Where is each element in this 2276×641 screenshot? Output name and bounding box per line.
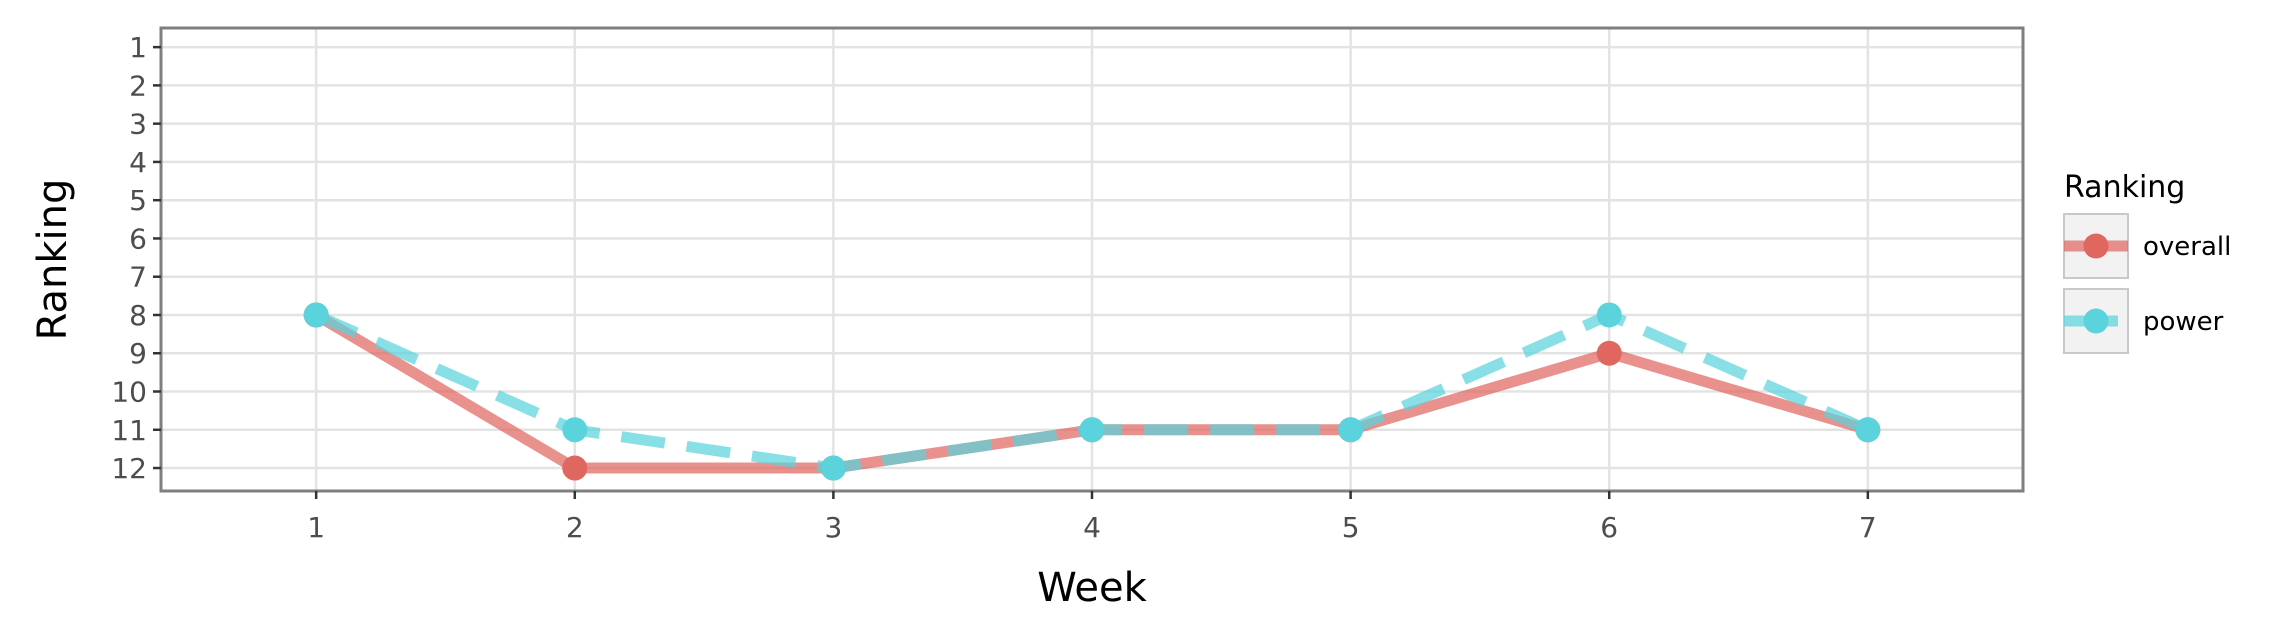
legend-key-point-overall <box>2083 233 2109 259</box>
point-power-4 <box>1079 417 1105 443</box>
point-power-3 <box>820 455 846 481</box>
y-tick-label-1: 1 <box>129 31 147 64</box>
legend-label-overall: overall <box>2143 232 2231 262</box>
legend-title: Ranking <box>2064 170 2185 205</box>
y-tick-label-3: 3 <box>129 108 147 141</box>
point-power-6 <box>1596 302 1622 328</box>
point-power-1 <box>303 302 329 328</box>
legend-key-point-power <box>2083 308 2109 334</box>
grid-lines <box>161 28 2023 491</box>
y-tick-label-5: 5 <box>129 184 147 217</box>
y-tick-label-11: 11 <box>111 414 147 447</box>
y-tick-label-8: 8 <box>129 299 147 332</box>
x-tick-label-3: 3 <box>824 511 842 544</box>
y-tick-label-2: 2 <box>129 69 147 102</box>
x-tick-label-5: 5 <box>1342 511 1360 544</box>
y-tick-label-6: 6 <box>129 222 147 255</box>
x-axis-ticks: 1 2 3 4 5 6 7 <box>307 491 1877 544</box>
y-tick-label-10: 10 <box>111 376 147 409</box>
x-tick-label-2: 2 <box>566 511 584 544</box>
series-points <box>303 302 1881 481</box>
y-tick-label-4: 4 <box>129 146 147 179</box>
point-power-7 <box>1855 417 1881 443</box>
y-tick-label-7: 7 <box>129 261 147 294</box>
y-tick-label-9: 9 <box>129 337 147 370</box>
point-power-2 <box>562 417 588 443</box>
x-tick-label-4: 4 <box>1083 511 1101 544</box>
legend-items: overall power <box>2063 213 2231 354</box>
legend: Ranking overall power <box>2063 170 2231 354</box>
x-tick-label-1: 1 <box>307 511 325 544</box>
x-tick-label-6: 6 <box>1600 511 1618 544</box>
y-tick-label-12: 12 <box>111 452 147 485</box>
point-overall-6 <box>1596 340 1622 366</box>
point-overall-2 <box>562 455 588 481</box>
x-axis-title: Week <box>1037 565 1147 611</box>
x-tick-label-7: 7 <box>1859 511 1877 544</box>
point-power-5 <box>1338 417 1364 443</box>
legend-label-power: power <box>2143 307 2224 337</box>
y-axis-title: Ranking <box>30 179 76 341</box>
